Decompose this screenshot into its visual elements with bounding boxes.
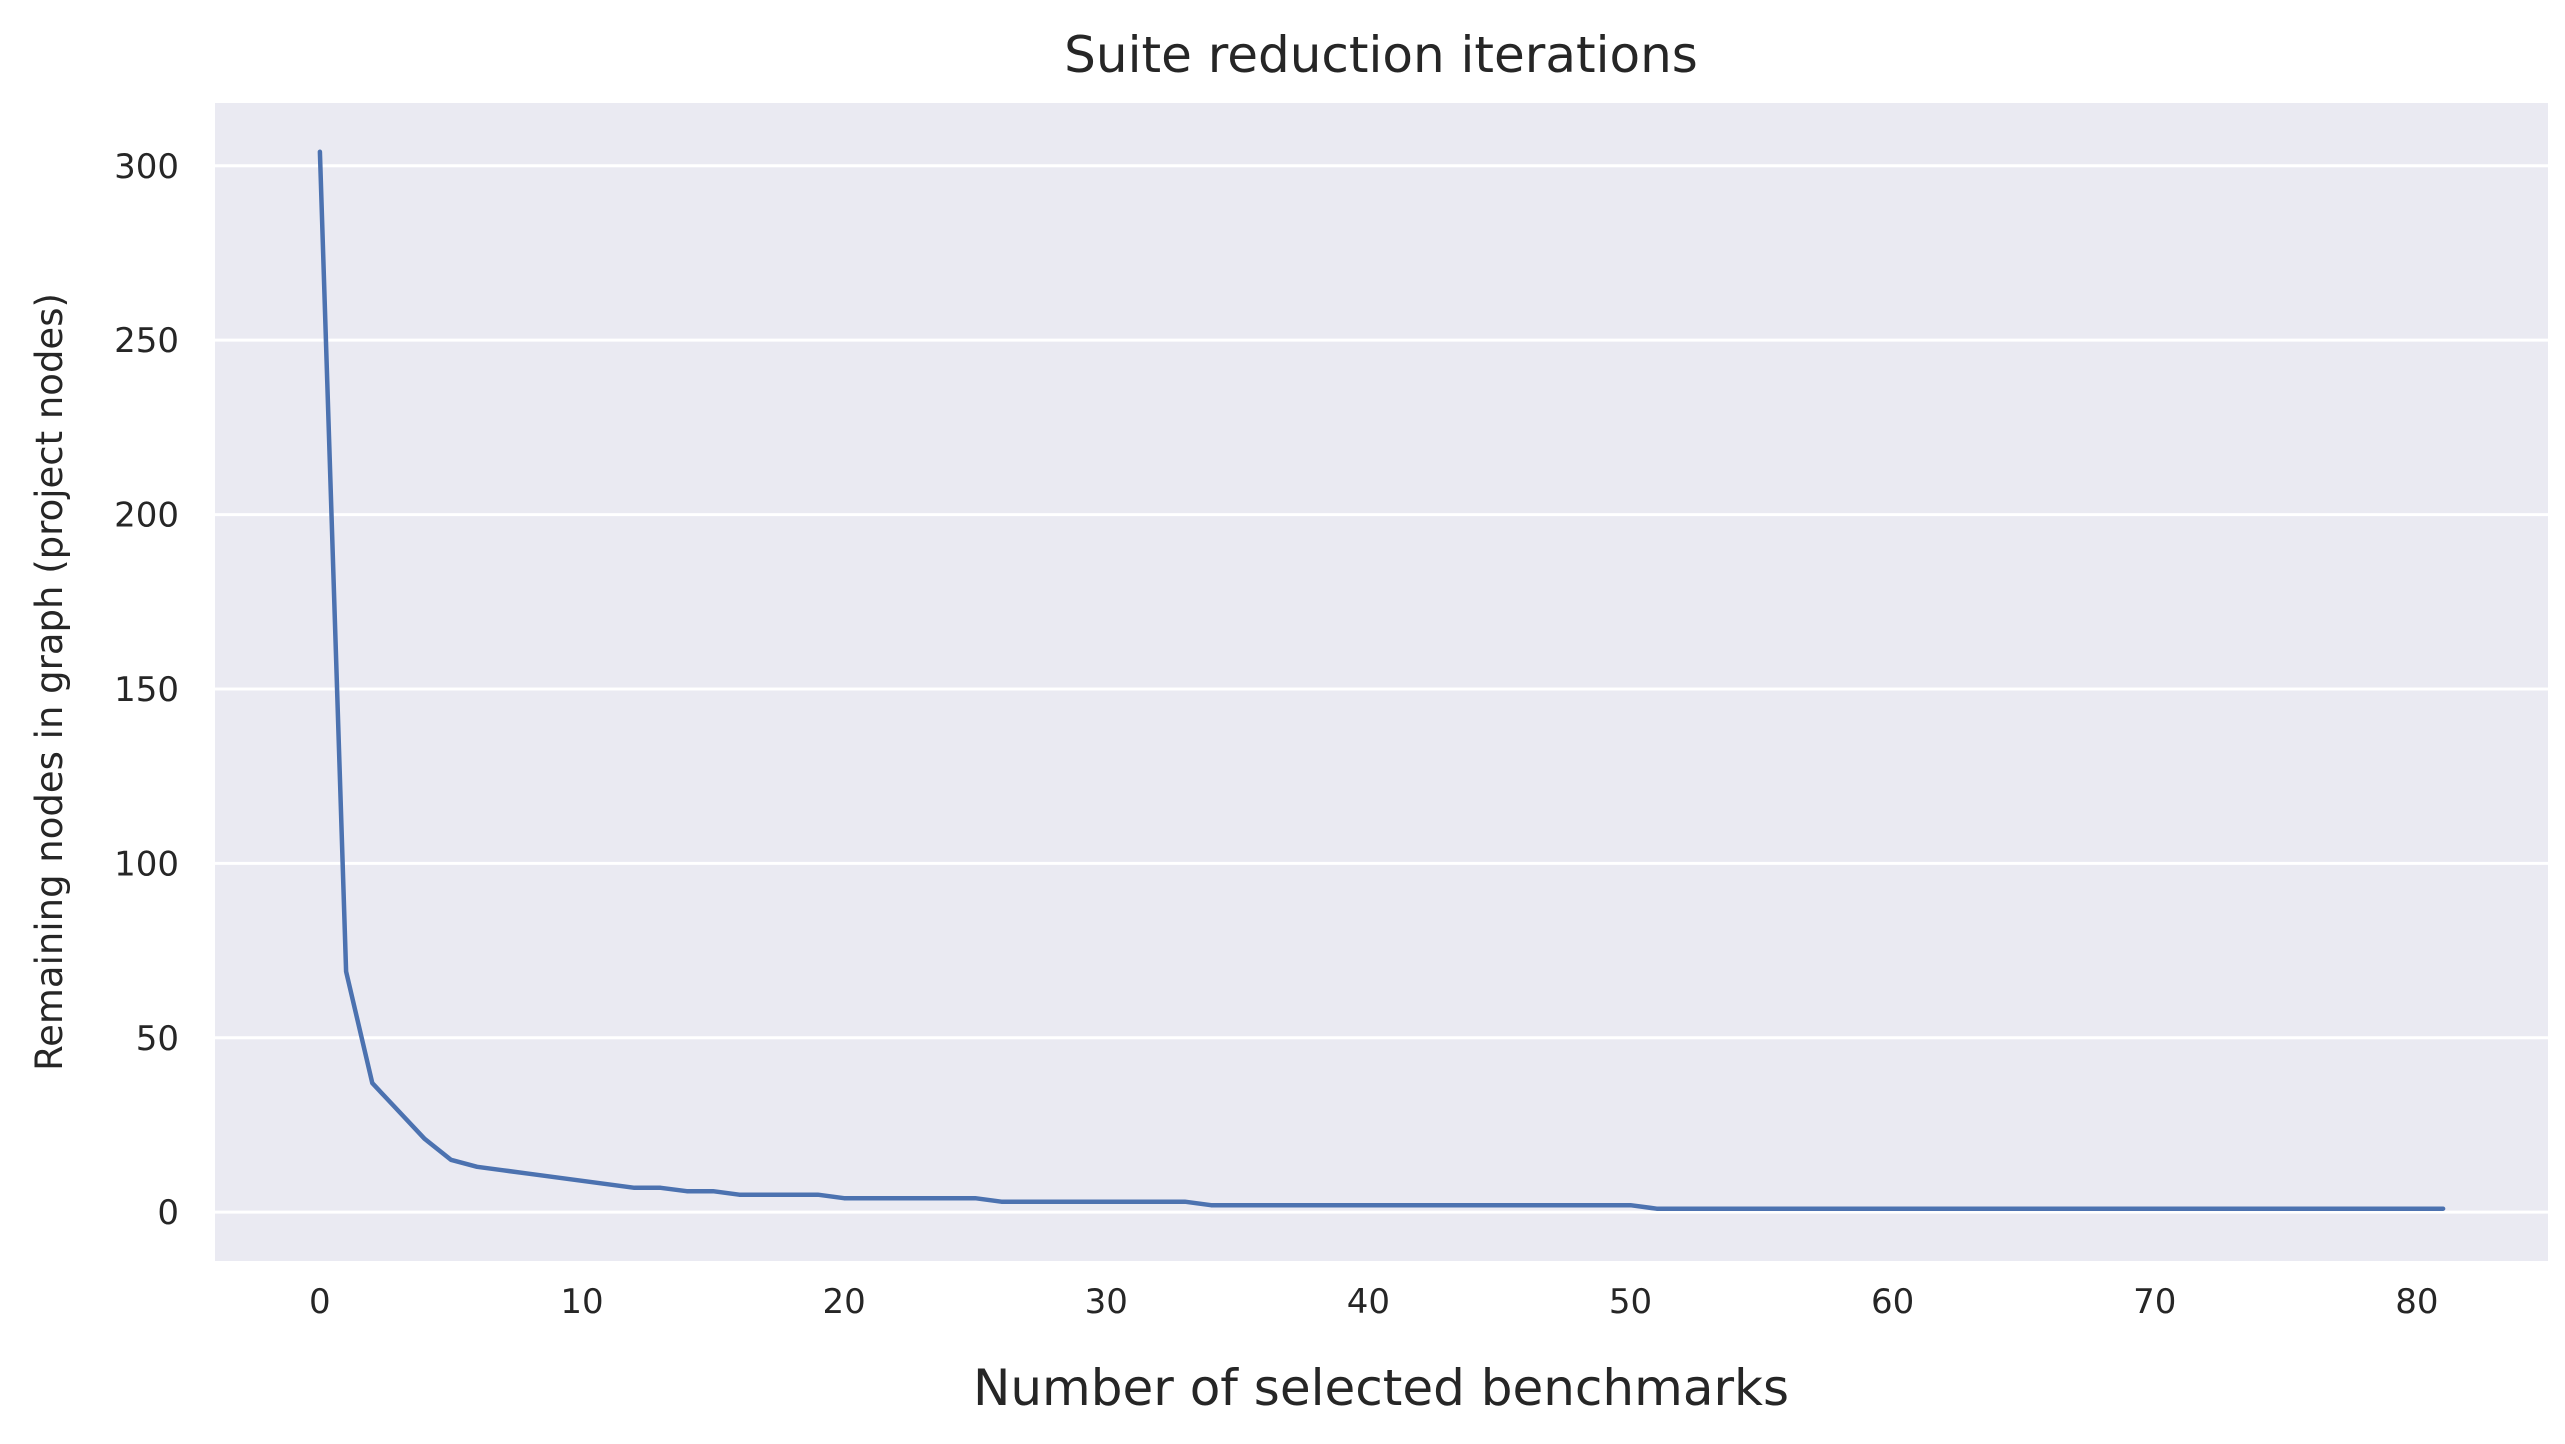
x-tick-label: 50 xyxy=(1609,1282,1652,1322)
y-tick-label: 250 xyxy=(114,321,179,361)
y-tick-label: 50 xyxy=(136,1019,179,1059)
x-tick-label: 10 xyxy=(560,1282,603,1322)
x-tick-labels: 0 10 20 30 40 50 60 70 80 xyxy=(309,1282,2439,1322)
x-axis-label: Number of selected benchmarks xyxy=(973,1359,1789,1417)
y-tick-label: 0 xyxy=(157,1193,179,1233)
y-tick-labels: 0 50 100 150 200 250 300 xyxy=(114,147,179,1233)
y-axis-label: Remaining nodes in graph (project nodes) xyxy=(28,293,71,1071)
chart-title: Suite reduction iterations xyxy=(1064,26,1698,84)
plot-background xyxy=(215,103,2548,1261)
x-tick-label: 70 xyxy=(2133,1282,2176,1322)
x-tick-label: 20 xyxy=(822,1282,865,1322)
series-line-0 xyxy=(317,149,2446,1211)
series-group xyxy=(317,149,2446,1211)
x-tick-label: 60 xyxy=(1871,1282,1914,1322)
y-tick-label: 300 xyxy=(114,147,179,187)
x-tick-label: 40 xyxy=(1347,1282,1390,1322)
y-tick-label: 150 xyxy=(114,670,179,710)
y-tick-label: 200 xyxy=(114,496,179,536)
y-gridlines xyxy=(215,164,2548,1214)
y-tick-label: 100 xyxy=(114,844,179,884)
x-tick-label: 0 xyxy=(309,1282,331,1322)
x-tick-label: 80 xyxy=(2395,1282,2438,1322)
x-tick-label: 30 xyxy=(1085,1282,1128,1322)
